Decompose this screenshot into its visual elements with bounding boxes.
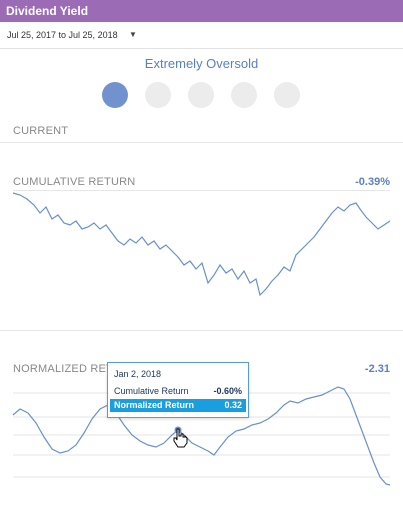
date-range-label[interactable]: Jul 25, 2017 to Jul 25, 2018 bbox=[7, 30, 118, 40]
caret-down-icon[interactable]: ▼ bbox=[129, 30, 137, 39]
tooltip-row-value: 0.32 bbox=[224, 400, 242, 410]
signal-dot-1 bbox=[102, 82, 128, 108]
current-section-label: CURRENT bbox=[13, 125, 69, 137]
chart-tooltip: Jan 2, 2018 Cumulative Return -0.60% Nor… bbox=[107, 362, 249, 418]
cumulative-baseline bbox=[13, 190, 390, 191]
signal-dot-4 bbox=[231, 82, 257, 108]
hand-pointer-icon bbox=[173, 428, 188, 448]
cumulative-return-value: -0.39% bbox=[355, 176, 390, 188]
divider bbox=[0, 142, 403, 143]
date-range-selector[interactable]: Jul 25, 2017 to Jul 25, 2018 ▼ bbox=[0, 22, 403, 49]
cumulative-return-line bbox=[12, 192, 391, 297]
cumulative-return-label: CUMULATIVE RETURN bbox=[13, 176, 136, 188]
normalized-return-label: NORMALIZED RETURN bbox=[13, 363, 138, 375]
signal-dot-3 bbox=[188, 82, 214, 108]
tooltip-row-cumulative: Cumulative Return -0.60% bbox=[110, 385, 246, 398]
window-title: Dividend Yield bbox=[6, 4, 89, 18]
normalized-return-value: -2.31 bbox=[364, 363, 390, 375]
divider bbox=[0, 330, 403, 331]
tooltip-row-name: Cumulative Return bbox=[114, 386, 189, 396]
signal-dot-2 bbox=[145, 82, 171, 108]
normalized-return-line bbox=[12, 386, 391, 486]
cumulative-return-chart[interactable] bbox=[0, 185, 403, 315]
tooltip-row-value: -0.60% bbox=[213, 386, 242, 396]
tooltip-date: Jan 2, 2018 bbox=[114, 369, 162, 379]
tooltip-row-normalized: Normalized Return 0.32 bbox=[110, 399, 246, 412]
signal-title: Extremely Oversold bbox=[144, 56, 259, 71]
normalized-return-chart[interactable] bbox=[0, 375, 403, 495]
title-bar: Dividend Yield bbox=[0, 0, 403, 22]
signal-dot-5 bbox=[274, 82, 300, 108]
tooltip-row-name: Normalized Return bbox=[114, 400, 195, 410]
